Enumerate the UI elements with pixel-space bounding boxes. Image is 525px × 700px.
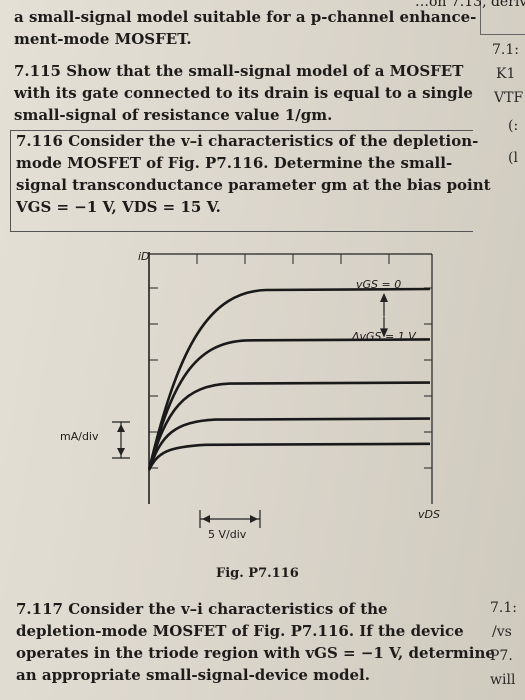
margin-text-5: (l <box>508 150 518 166</box>
problem-7-117-line-2: depletion-mode MOSFET of Fig. P7.116. If… <box>16 622 464 640</box>
characteristic-curves-chart <box>147 252 433 504</box>
margin-text-1: 7.1: <box>492 42 519 58</box>
curve-series-0 <box>147 287 431 471</box>
problem-7-117-line-4: an appropriate small-signal-device model… <box>16 666 370 684</box>
margin-text-2: K1 <box>496 66 516 82</box>
margin-box <box>480 0 525 35</box>
header-fragment: …on 7.13, derive <box>415 0 525 10</box>
problem-7-117-line-1: 7.117 Consider the v–i characteristics o… <box>16 600 388 618</box>
problem-7-116-box <box>10 130 473 232</box>
problem-7-116-line-4: VGS = −1 V, VDS = 15 V. <box>16 198 221 216</box>
text-line-1: a small-signal model suitable for a p-ch… <box>14 8 477 26</box>
figure-p7-116 <box>147 252 438 504</box>
figure-caption: Fig. P7.116 <box>216 566 299 581</box>
text-line-2: ment-mode MOSFET. <box>14 30 192 48</box>
x-scale-label: 5 V/div <box>208 528 247 541</box>
problem-7-115-line-2: with its gate connected to its drain is … <box>14 84 473 102</box>
margin-text-6: 7.1: <box>490 600 517 616</box>
curve-top-label: vGS = 0 <box>356 278 402 291</box>
curve-series-1 <box>147 338 431 471</box>
problem-7-115-line-3: small-signal of resistance value 1/gm. <box>14 106 333 124</box>
problem-7-117-line-3: operates in the triode region with vGS =… <box>16 644 495 662</box>
x-scale-marker <box>199 510 261 528</box>
problem-7-116-line-2: mode MOSFET of Fig. P7.116. Determine th… <box>16 154 453 172</box>
curve-series-2 <box>147 381 431 471</box>
margin-text-8: P7. <box>490 648 513 664</box>
margin-text-3: VTF <box>494 90 524 106</box>
problem-7-115-line-1: 7.115 Show that the small-signal model o… <box>14 62 464 80</box>
curve-series-4 <box>147 442 431 471</box>
x-axis-label: vDS <box>418 508 440 521</box>
margin-text-4: (: <box>508 118 519 134</box>
margin-text-7: /vs <box>492 624 512 640</box>
y-scale-marker <box>112 421 130 459</box>
margin-text-9: will <box>490 672 516 688</box>
y-axis-label: iD <box>138 250 150 263</box>
problem-7-116-line-1: 7.116 Consider the v–i characteristics o… <box>16 132 479 150</box>
delta-vgs-label: ΔvGS = 1 V <box>352 330 416 343</box>
curve-series-3 <box>147 417 431 471</box>
problem-7-116-line-3: signal transconductance parameter gm at … <box>16 176 491 194</box>
y-scale-label: mA/div <box>60 430 99 443</box>
delta-arrowhead-down <box>380 328 388 338</box>
delta-arrowhead-up <box>380 293 388 302</box>
